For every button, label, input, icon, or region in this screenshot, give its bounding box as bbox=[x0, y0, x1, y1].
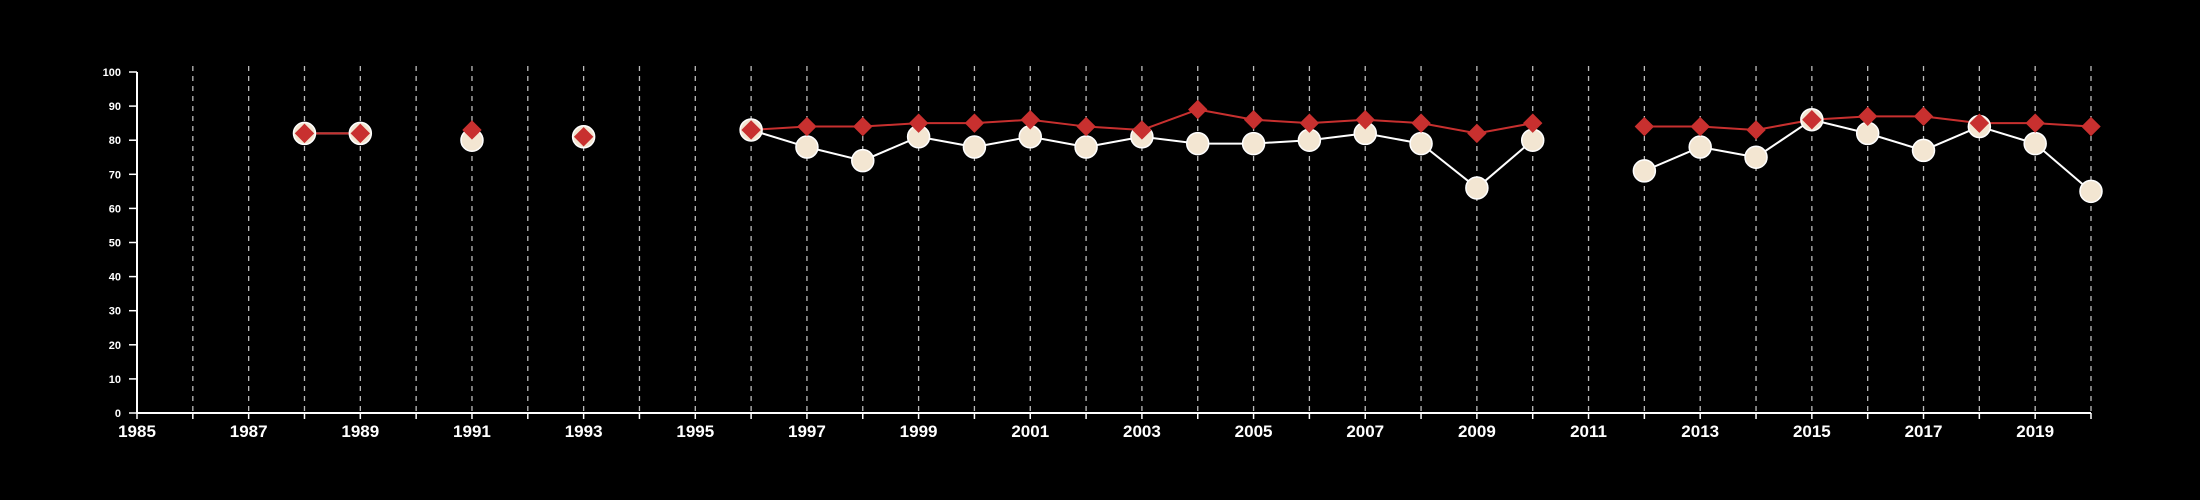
x-tick-label: 2017 bbox=[1905, 422, 1943, 441]
axes: 1985 1987 1989 1991 1993 1995 1997 1999 2001 2003… bbox=[103, 67, 2092, 441]
y-tick-label: 10 bbox=[109, 374, 121, 386]
diamond-point bbox=[797, 116, 817, 137]
diamond-series-segment bbox=[1420, 122, 1478, 135]
diamond-point bbox=[1076, 116, 1096, 137]
y-tick-label: 90 bbox=[109, 101, 121, 113]
diamond-series-segment bbox=[1253, 118, 1310, 125]
x-tick-label: 1993 bbox=[565, 422, 603, 441]
circle-point bbox=[1688, 135, 1712, 159]
series bbox=[292, 99, 2103, 204]
x-tick-label: 2007 bbox=[1346, 422, 1384, 441]
circle-point bbox=[851, 148, 875, 173]
circle-point bbox=[795, 135, 819, 159]
diamond-point bbox=[1969, 113, 1990, 133]
x-tick-label: 1987 bbox=[230, 422, 268, 441]
diamond-point bbox=[1913, 106, 1934, 127]
diamond-point bbox=[1411, 113, 1431, 133]
circle-series-segment bbox=[1420, 142, 1478, 189]
x-tick-label: 2019 bbox=[2016, 422, 2054, 441]
diamond-series-segment bbox=[1476, 122, 1533, 135]
y-tick-label: 100 bbox=[103, 67, 121, 79]
y-tick-label: 0 bbox=[115, 408, 121, 420]
diamond-point bbox=[1188, 99, 1208, 120]
diamond-point bbox=[294, 123, 315, 144]
diamond-series-segment bbox=[862, 122, 919, 128]
diamond-point bbox=[1746, 120, 1766, 140]
diamond-series-segment bbox=[1141, 108, 1199, 131]
diamond-point bbox=[1467, 123, 1487, 144]
y-tick-label: 50 bbox=[109, 238, 121, 250]
circle-series-segment bbox=[2034, 142, 2092, 193]
circle-point bbox=[2023, 131, 2047, 156]
diamond-point bbox=[741, 120, 761, 140]
diamond-series-segment bbox=[974, 118, 1031, 125]
diamond-point bbox=[1355, 110, 1375, 130]
x-tick-label: 1991 bbox=[453, 422, 491, 441]
diamond-series-segment bbox=[1086, 125, 1142, 131]
circle-series-segment bbox=[1476, 139, 1534, 189]
circle-point bbox=[1074, 135, 1098, 159]
diamond-point bbox=[1020, 110, 1040, 130]
circle-point bbox=[1632, 159, 1657, 183]
diamond-series-segment bbox=[1700, 125, 1757, 131]
diamond-point bbox=[2025, 113, 2045, 133]
x-tick-label: 2003 bbox=[1123, 422, 1161, 441]
diamond-point bbox=[908, 113, 929, 133]
diamond-point bbox=[1243, 110, 1264, 130]
x-tick-label: 2013 bbox=[1681, 422, 1719, 441]
x-tick-label: 1989 bbox=[341, 422, 379, 441]
diamond-point bbox=[1299, 113, 1320, 133]
circle-point bbox=[1409, 131, 1433, 156]
circle-point bbox=[1911, 138, 1936, 163]
y-tick-label: 70 bbox=[109, 169, 121, 181]
diamond-series-segment bbox=[1365, 118, 1422, 125]
diamond-point bbox=[573, 127, 594, 147]
diamond-series-segment bbox=[1197, 108, 1254, 121]
x-tick-label: 2015 bbox=[1793, 422, 1831, 441]
y-tick-label: 20 bbox=[109, 340, 121, 352]
circle-point bbox=[962, 135, 987, 159]
circle-point bbox=[1185, 131, 1210, 156]
circle-point bbox=[1241, 131, 1266, 156]
y-tick-label: 40 bbox=[109, 272, 121, 284]
x-tick-label: 2001 bbox=[1011, 422, 1049, 441]
diamond-point bbox=[964, 113, 985, 133]
diamond-point bbox=[1523, 113, 1543, 133]
diamond-point bbox=[1802, 110, 1822, 130]
diamond-point bbox=[1634, 116, 1655, 137]
diamond-series-segment bbox=[1030, 118, 1087, 128]
x-tick-label: 2011 bbox=[1570, 422, 1607, 441]
x-tick-label: 2005 bbox=[1235, 422, 1273, 441]
diamond-point bbox=[1690, 116, 1710, 137]
y-tick-label: 80 bbox=[109, 135, 121, 147]
diamond-point bbox=[350, 123, 371, 144]
y-tick-label: 30 bbox=[109, 306, 121, 318]
y-tick-label: 60 bbox=[109, 203, 121, 215]
diamond-series-segment bbox=[2035, 122, 2092, 128]
diamond-point bbox=[462, 120, 482, 140]
x-tick-label: 1997 bbox=[788, 422, 826, 441]
diamond-point bbox=[1132, 120, 1152, 140]
diamond-point bbox=[853, 116, 873, 137]
diamond-point bbox=[2081, 116, 2101, 137]
x-tick-label: 2009 bbox=[1458, 422, 1496, 441]
x-tick-label: 1995 bbox=[676, 422, 714, 441]
circle-point bbox=[1465, 176, 1489, 200]
diamond-point bbox=[1857, 106, 1878, 127]
gridlines bbox=[192, 66, 2092, 413]
x-tick-label: 1985 bbox=[118, 422, 156, 441]
circle-point bbox=[2079, 179, 2103, 204]
circle-point bbox=[1744, 145, 1768, 169]
diamond-series-segment bbox=[1309, 118, 1366, 125]
x-tick-label: 1999 bbox=[900, 422, 938, 441]
